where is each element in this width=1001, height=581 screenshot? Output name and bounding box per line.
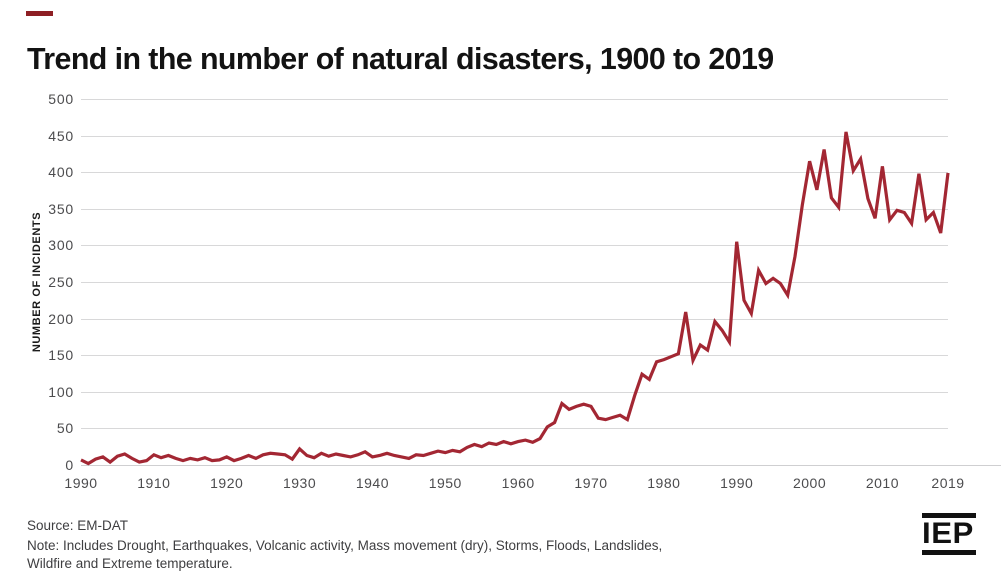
y-tick-label-400: 400 bbox=[48, 164, 74, 181]
gridline-150 bbox=[81, 355, 948, 357]
x-tick-label-2019: 2019 bbox=[931, 475, 965, 491]
gridline-0 bbox=[81, 465, 1001, 466]
y-tick-label-200: 200 bbox=[48, 310, 74, 327]
x-tick-label-1990: 1990 bbox=[64, 475, 98, 491]
x-tick-label-1940: 1940 bbox=[355, 475, 389, 491]
data-line-series bbox=[80, 131, 950, 466]
x-tick-label-1910: 1910 bbox=[137, 475, 171, 491]
y-tick-label-500: 500 bbox=[48, 91, 74, 107]
note-line-2: Wildfire and Extreme temperature. bbox=[27, 556, 233, 571]
y-tick-label-50: 50 bbox=[56, 420, 74, 437]
gridline-200 bbox=[81, 318, 948, 320]
x-tick-label-1970: 1970 bbox=[574, 475, 608, 491]
x-tick-label-1990: 1990 bbox=[720, 475, 754, 491]
note-line-1: Note: Includes Drought, Earthquakes, Vol… bbox=[27, 538, 663, 553]
y-tick-label-450: 450 bbox=[48, 127, 74, 144]
source-text: Source: EM-DAT bbox=[27, 518, 129, 533]
gridline-350 bbox=[81, 208, 948, 210]
gridline-100 bbox=[81, 391, 948, 393]
x-tick-label-2010: 2010 bbox=[865, 475, 899, 491]
note-text: Note: Includes Drought, Earthquakes, Vol… bbox=[27, 537, 662, 573]
accent-dash bbox=[26, 11, 53, 16]
x-tick-label-1980: 1980 bbox=[647, 475, 681, 491]
x-tick-label-1930: 1930 bbox=[282, 475, 317, 491]
iep-logo-text: IEP bbox=[922, 517, 974, 550]
iep-logo-top-bar bbox=[922, 513, 976, 518]
gridline-500 bbox=[81, 99, 948, 100]
gridline-400 bbox=[81, 172, 948, 174]
x-tick-label-1920: 1920 bbox=[210, 475, 244, 491]
x-tick-label-1950: 1950 bbox=[428, 475, 462, 491]
x-tick-label-1960: 1960 bbox=[501, 475, 535, 491]
y-tick-label-300: 300 bbox=[48, 237, 74, 254]
gridline-300 bbox=[81, 245, 948, 247]
iep-logo: IEP bbox=[922, 513, 976, 555]
iep-logo-bottom-bar bbox=[922, 550, 976, 555]
y-tick-label-350: 350 bbox=[48, 200, 74, 217]
gridline-250 bbox=[81, 282, 948, 283]
gridline-450 bbox=[81, 135, 948, 137]
y-tick-label-250: 250 bbox=[48, 274, 74, 290]
x-tick-label-2000: 2000 bbox=[792, 475, 827, 491]
y-tick-label-100: 100 bbox=[48, 383, 74, 400]
gridline-50 bbox=[81, 428, 948, 430]
y-tick-label-0: 0 bbox=[65, 457, 74, 473]
y-tick-label-150: 150 bbox=[48, 347, 74, 364]
page-title: Trend in the number of natural disasters… bbox=[27, 40, 774, 76]
